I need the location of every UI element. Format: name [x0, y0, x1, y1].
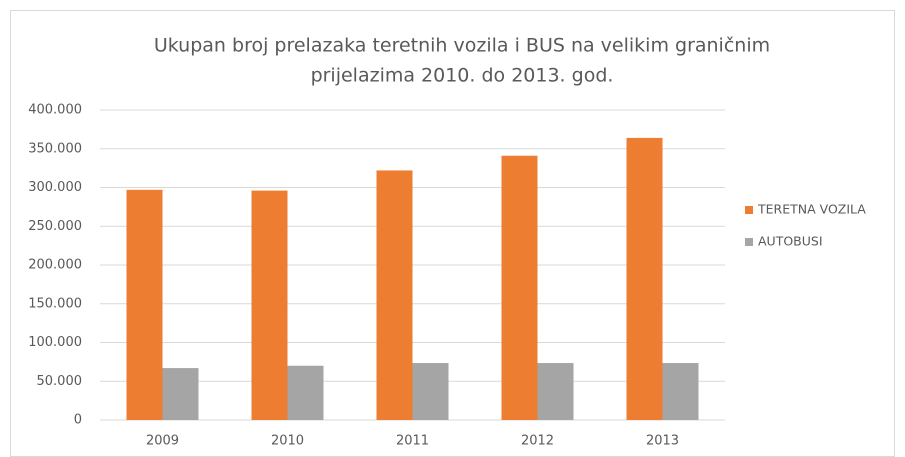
bar [537, 363, 574, 420]
y-tick-label: 100.000 [28, 335, 82, 350]
legend-swatch [745, 238, 753, 246]
y-tick-label: 400.000 [28, 103, 82, 118]
chart-title: Ukupan broj prelazaka teretnih vozila i … [154, 35, 770, 57]
y-tick-label: 150.000 [28, 296, 82, 311]
bar [162, 368, 199, 420]
x-tick-label: 2011 [396, 434, 429, 449]
bar [126, 189, 163, 420]
x-tick-label: 2013 [646, 434, 679, 449]
x-tick-label: 2012 [521, 434, 554, 449]
bar [287, 365, 324, 420]
x-tick-label: 2009 [146, 434, 179, 449]
bar [501, 155, 538, 420]
y-tick-label: 50.000 [37, 374, 83, 389]
bar [376, 170, 413, 420]
y-tick-label: 350.000 [28, 141, 82, 156]
bar [412, 363, 449, 420]
y-tick-label: 200.000 [28, 258, 82, 273]
y-tick-label: 250.000 [28, 219, 82, 234]
y-tick-label: 0 [74, 413, 82, 428]
legend-label: TERETNA VOZILA [757, 202, 866, 217]
legend-label: AUTOBUSI [758, 234, 823, 249]
bar [662, 363, 699, 420]
bar [251, 190, 288, 420]
chart-title: prijelazima 2010. do 2013. god. [311, 65, 614, 87]
y-tick-label: 300.000 [28, 180, 82, 195]
bar [626, 137, 663, 420]
legend-swatch [745, 206, 753, 214]
x-tick-label: 2010 [271, 434, 304, 449]
